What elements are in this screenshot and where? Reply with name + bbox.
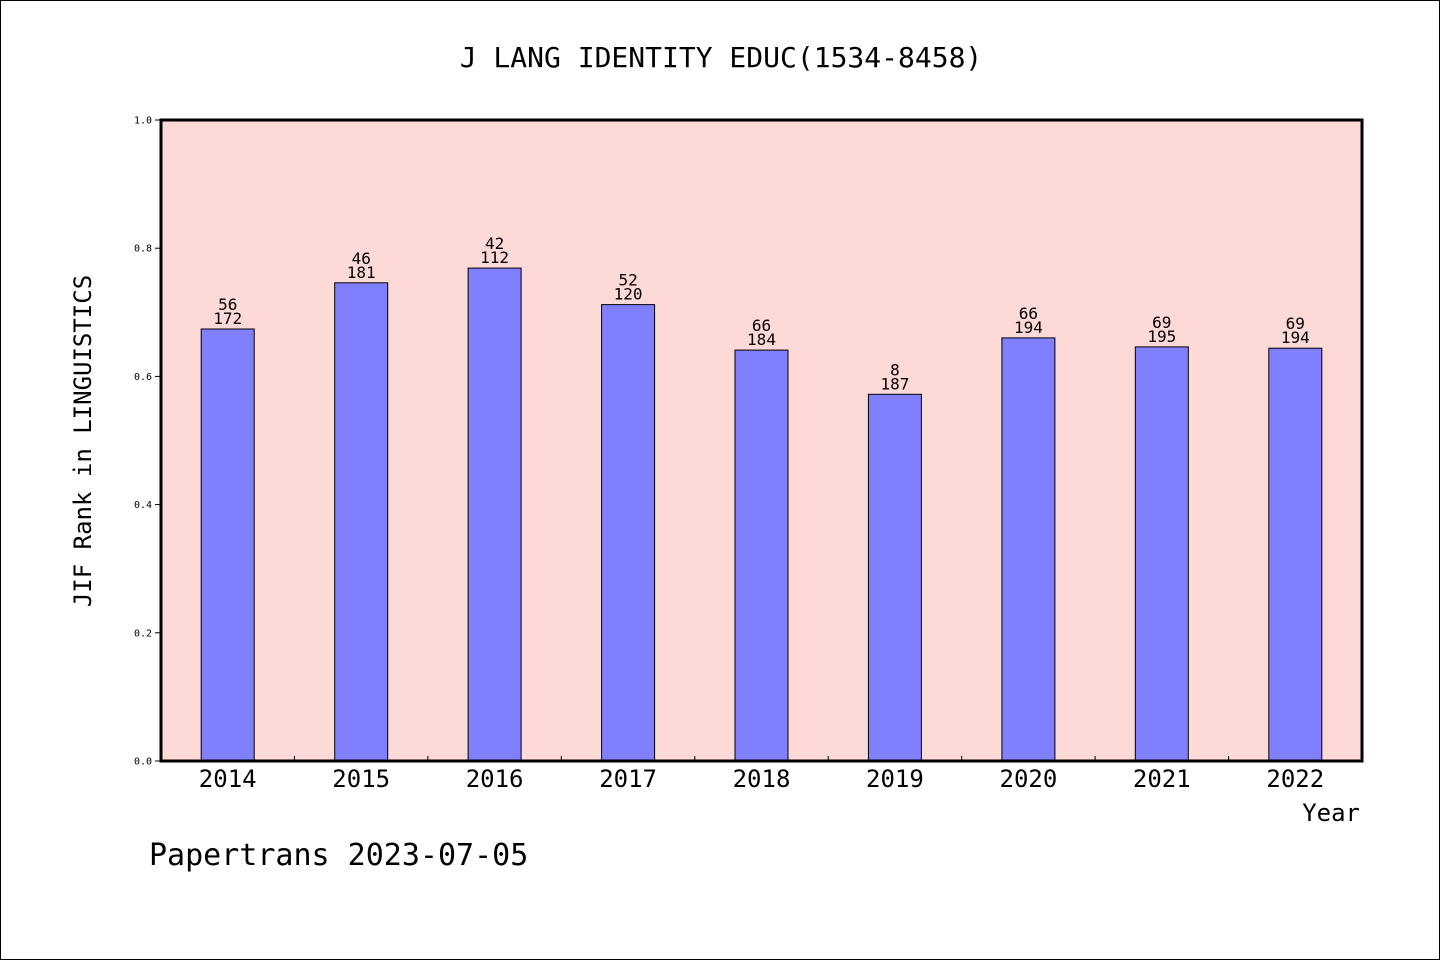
y-tick-label: 0.6 <box>134 372 152 383</box>
bar-rank-label: 66 <box>752 316 771 335</box>
bar-total-label: 172 <box>213 309 242 328</box>
bar-rank-label: 66 <box>1019 304 1038 323</box>
bar <box>1268 347 1323 762</box>
bar-rank-label: 46 <box>352 249 371 268</box>
bar <box>200 328 255 762</box>
bar-rank-label: 42 <box>485 234 504 253</box>
bar <box>734 349 789 762</box>
bar-rank-label: 56 <box>218 295 237 314</box>
x-tick-label: 2015 <box>332 765 390 793</box>
x-tick-label: 2021 <box>1133 765 1191 793</box>
bar-rank-label: 69 <box>1152 313 1171 332</box>
bar-total-label: 195 <box>1147 327 1176 346</box>
bar-total-label: 187 <box>880 374 909 393</box>
x-tick-label: 2014 <box>199 765 257 793</box>
bar-total-label: 184 <box>747 330 776 349</box>
bar <box>467 267 522 762</box>
bar-total-label: 194 <box>1014 318 1043 337</box>
y-tick-label: 0.2 <box>134 628 152 639</box>
bar-total-label: 194 <box>1281 328 1310 347</box>
x-tick-label: 2020 <box>1000 765 1058 793</box>
y-tick-label: 0.4 <box>134 500 152 511</box>
y-tick-label: 0.0 <box>134 757 152 768</box>
y-axis-label: JIF Rank in LINGUISTICS <box>69 275 97 607</box>
axis-ticks-group: 2014 2015 2016 2017 2018 2019 2020 2021 2022 0.0 0… <box>134 116 1324 794</box>
bar <box>334 282 389 762</box>
x-tick-label: 2022 <box>1266 765 1324 793</box>
bar-total-label: 112 <box>480 248 509 267</box>
x-tick-label: 2017 <box>599 765 657 793</box>
bar <box>1134 346 1189 762</box>
x-tick-label: 2018 <box>733 765 791 793</box>
bar <box>1001 337 1056 762</box>
plot-border <box>159 118 1364 763</box>
y-tick-label: 1.0 <box>134 116 152 127</box>
bar-rank-label: 52 <box>618 271 637 290</box>
y-tick-label: 0.8 <box>134 244 152 255</box>
bar-rank-label: 8 <box>890 360 900 379</box>
bar-total-label: 181 <box>347 263 376 282</box>
bar-rank-label: 69 <box>1286 314 1305 333</box>
chart-title: J LANG IDENTITY EDUC(1534-8458) <box>460 41 983 74</box>
bar <box>601 304 656 762</box>
x-tick-label: 2016 <box>466 765 524 793</box>
bar <box>867 393 922 762</box>
footer-text: Papertrans 2023-07-05 <box>149 838 528 873</box>
x-axis-label: Year <box>1302 799 1360 827</box>
x-tick-label: 2019 <box>866 765 924 793</box>
bar-total-label: 120 <box>614 285 643 304</box>
